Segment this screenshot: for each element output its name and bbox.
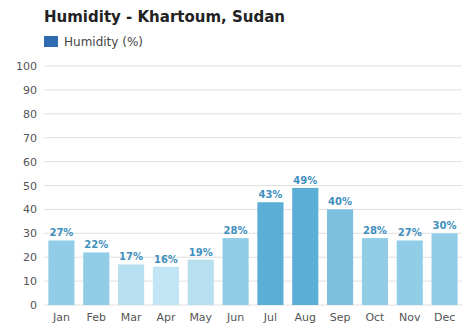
x-tick-label: Mar (121, 311, 142, 324)
legend-swatch (44, 36, 58, 47)
data-label: 49% (293, 175, 317, 186)
data-label: 27% (49, 227, 73, 238)
data-label: 40% (328, 196, 352, 207)
chart-container: Humidity - Khartoum, Sudan Humidity (%) 0 1… (0, 0, 474, 331)
y-tick-label: 60 (23, 156, 37, 169)
grid-line (44, 66, 462, 67)
data-label: 28% (224, 225, 248, 236)
chart-svg: Humidity - Khartoum, Sudan Humidity (%) 0 1… (0, 0, 474, 331)
bar (223, 238, 249, 305)
bar (188, 260, 214, 305)
y-tick-label: 100 (16, 60, 37, 73)
grid-line (44, 209, 462, 210)
x-tick-label: Dec (434, 311, 455, 324)
y-tick-label: 70 (23, 132, 37, 145)
bar (48, 240, 74, 305)
data-label: 17% (119, 251, 143, 262)
x-tick-label: Feb (87, 311, 106, 324)
chart-title: Humidity - Khartoum, Sudan (44, 8, 285, 26)
x-tick-label: Nov (399, 311, 421, 324)
bar (83, 252, 109, 305)
y-tick-label: 10 (23, 275, 37, 288)
x-tick-label: Jan (52, 311, 70, 324)
data-label: 19% (189, 247, 213, 258)
data-label: 43% (258, 189, 282, 200)
legend-label: Humidity (%) (64, 35, 143, 49)
y-tick-label: 90 (23, 84, 37, 97)
x-tick-label: Aug (295, 311, 316, 324)
grid (44, 66, 462, 305)
data-label: 28% (363, 225, 387, 236)
legend-item: Humidity (%) (44, 35, 143, 49)
x-tick-label: Jun (226, 311, 244, 324)
y-tick-label: 20 (23, 251, 37, 264)
bar (397, 240, 423, 305)
data-label: 30% (433, 220, 457, 231)
bar (362, 238, 388, 305)
data-label: 22% (84, 239, 108, 250)
grid-line (44, 161, 462, 162)
bar (432, 233, 458, 305)
grid-line (44, 89, 462, 90)
grid-line (44, 137, 462, 138)
bar (327, 209, 353, 305)
y-tick-label: 80 (23, 108, 37, 121)
bar (292, 188, 318, 305)
x-tick-label: Oct (365, 311, 385, 324)
y-tick-label: 30 (23, 227, 37, 240)
bars (48, 188, 457, 305)
data-label: 27% (398, 227, 422, 238)
y-tick-label: 50 (23, 180, 37, 193)
y-tick-label: 40 (23, 203, 37, 216)
grid-line (44, 185, 462, 186)
y-tick-label: 0 (30, 299, 37, 312)
bar (118, 264, 144, 305)
x-tick-label: Jul (263, 311, 277, 324)
bar (257, 202, 283, 305)
x-tick-label: May (189, 311, 212, 324)
grid-line (44, 113, 462, 114)
x-tick-label: Sep (330, 311, 351, 324)
x-tick-label: Apr (156, 311, 176, 324)
data-labels: 27% 22% 17% 16% 19% 28% 43% 49% 40% 28% 27% 30% (49, 175, 456, 265)
bar (153, 267, 179, 305)
data-label: 16% (154, 254, 178, 265)
